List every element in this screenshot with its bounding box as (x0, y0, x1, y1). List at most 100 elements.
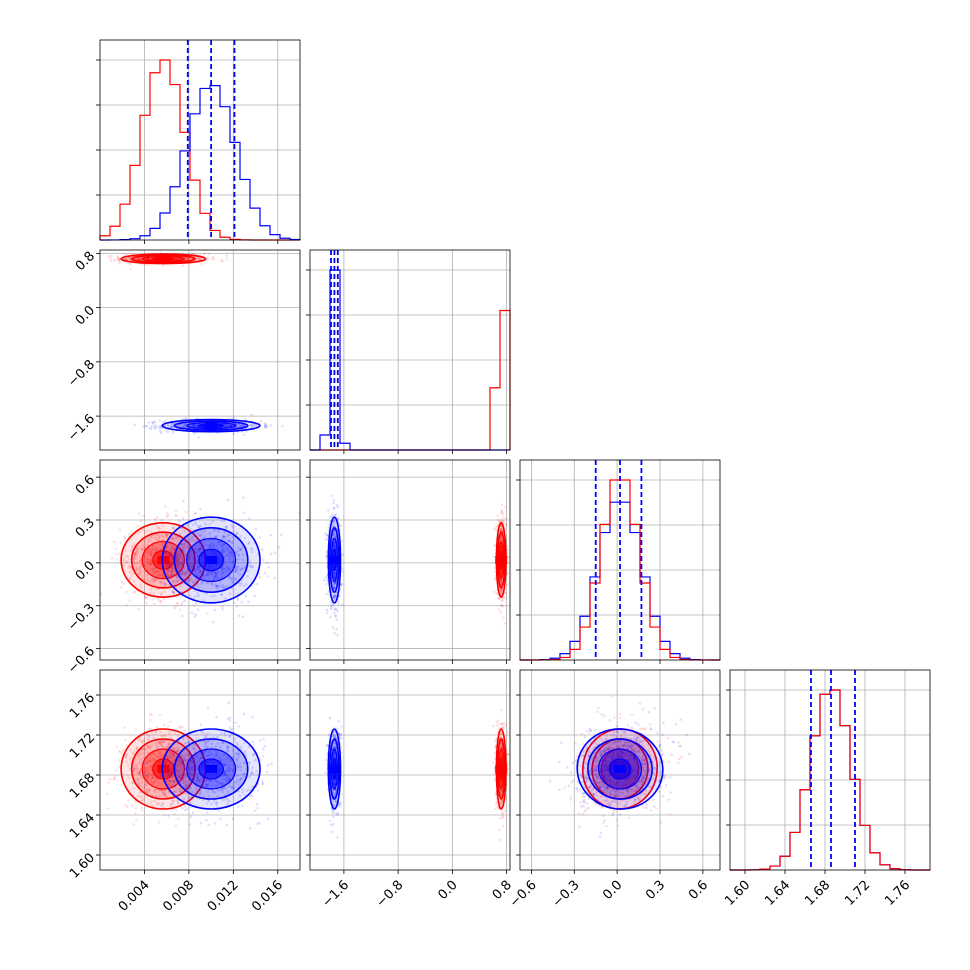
sample-point (197, 436, 201, 439)
sample-point (325, 538, 328, 541)
sample-point (126, 257, 130, 261)
sample-point (138, 566, 142, 569)
sample-point (213, 546, 216, 550)
sample-point (203, 757, 207, 760)
sample-point (156, 573, 159, 576)
sample-point (200, 776, 204, 780)
sample-point (155, 574, 159, 577)
sample-point (117, 759, 121, 762)
sample-point (220, 774, 224, 778)
sample-point (86, 797, 89, 800)
sample-point (270, 762, 273, 766)
sample-point (233, 570, 236, 573)
sample-point (152, 736, 156, 740)
sample-point (248, 761, 252, 765)
sample-point (212, 528, 216, 532)
sample-point (169, 772, 173, 775)
sample-point (146, 558, 150, 562)
sample-point (229, 549, 232, 552)
sample-point (183, 530, 186, 533)
sample-point (125, 805, 129, 809)
sample-point (223, 734, 227, 737)
sample-point (153, 791, 157, 794)
sample-point (169, 776, 172, 779)
sample-point (162, 264, 165, 267)
sample-point (212, 594, 216, 598)
sample-point (229, 424, 233, 428)
sample-point (150, 536, 153, 539)
sample-point (236, 422, 239, 426)
sample-point (97, 763, 100, 766)
sample-point (171, 589, 175, 593)
sample-point (222, 535, 226, 539)
sample-point (325, 555, 328, 558)
sample-point (206, 706, 210, 709)
sample-point (333, 573, 337, 577)
sample-point (500, 534, 503, 538)
sample-point (135, 777, 139, 780)
sample-point (177, 760, 180, 763)
sample-point (184, 540, 187, 543)
sample-point (210, 257, 214, 260)
sample-point (332, 594, 336, 597)
sample-point (132, 560, 135, 563)
sample-point (225, 745, 229, 748)
sample-point (149, 760, 153, 764)
sample-point (135, 549, 139, 553)
sample-point (225, 565, 229, 568)
sample-point (251, 424, 254, 428)
sample-point (200, 756, 203, 759)
density-peak-blue (328, 556, 341, 564)
sample-point (330, 494, 333, 498)
sample-point (180, 550, 183, 554)
sample-point (265, 561, 269, 564)
sample-point (179, 546, 183, 550)
sample-point (143, 766, 147, 769)
sample-point (145, 769, 149, 772)
sample-point (332, 544, 335, 547)
sample-point (499, 569, 503, 573)
sample-point (228, 555, 232, 559)
sample-point (153, 758, 156, 762)
sample-point (242, 423, 246, 427)
sample-point (214, 535, 218, 538)
sample-point (197, 525, 201, 529)
sample-point (243, 741, 246, 744)
sample-point (238, 584, 242, 587)
sample-point (186, 766, 190, 769)
sample-point (116, 256, 120, 260)
sample-point (217, 577, 220, 580)
sample-point (335, 608, 338, 611)
sample-point (227, 785, 230, 789)
sample-point (329, 607, 333, 611)
sample-point (151, 757, 155, 761)
sample-point (127, 776, 131, 779)
sample-point (153, 780, 156, 783)
sample-point (209, 571, 212, 575)
sample-point (164, 582, 168, 586)
sample-point (327, 523, 331, 526)
sample-point (151, 598, 154, 601)
sample-point (186, 257, 190, 261)
sample-point (158, 425, 162, 428)
sample-point (154, 587, 158, 591)
sample-point (499, 569, 503, 572)
sample-point (126, 555, 130, 558)
sample-point (157, 570, 161, 574)
sample-point (171, 422, 174, 425)
sample-point (499, 546, 503, 550)
sample-point (180, 762, 184, 765)
sample-point (135, 768, 139, 771)
sample-point (207, 532, 210, 535)
sample-point (215, 574, 219, 578)
sample-point (250, 413, 253, 417)
sample-point (260, 779, 264, 783)
sample-point (182, 546, 185, 549)
sample-point (229, 785, 232, 788)
sample-point (198, 550, 202, 553)
sample-point (205, 785, 209, 788)
sample-point (188, 545, 191, 548)
sample-point (148, 746, 151, 750)
sample-point (333, 576, 336, 579)
sample-point (325, 592, 329, 596)
